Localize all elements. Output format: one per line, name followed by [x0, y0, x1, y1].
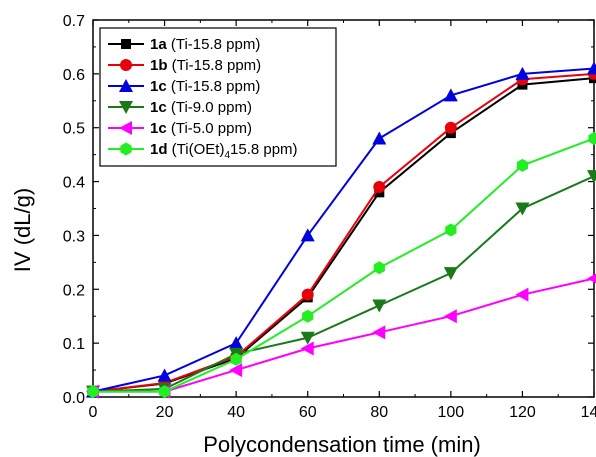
- data-point: [443, 88, 458, 102]
- data-point: [516, 158, 529, 172]
- x-tick-label: 140: [581, 404, 596, 421]
- data-point: [443, 309, 457, 324]
- data-point: [587, 61, 596, 75]
- legend-marker: [120, 142, 132, 156]
- data-point: [300, 331, 315, 345]
- legend-marker: [119, 79, 133, 92]
- series-line-6: [93, 137, 595, 393]
- legend-marker: [120, 59, 132, 71]
- series-line-2: [92, 72, 595, 393]
- x-tick-label: 120: [509, 404, 536, 421]
- y-tick-label: 0.1: [63, 336, 85, 353]
- data-point: [515, 202, 530, 216]
- data-point: [302, 309, 314, 323]
- data-point: [445, 223, 457, 237]
- x-tick-label: 100: [438, 404, 465, 421]
- data-point: [444, 121, 457, 134]
- legend-box: [99, 27, 337, 167]
- data-point: [87, 385, 99, 399]
- x-tick-label: 0: [89, 404, 98, 421]
- x-tick-label: 40: [227, 404, 245, 421]
- legend-label: 1a (Ti-15.8 ppm): [150, 36, 260, 53]
- legend-marker: [119, 121, 132, 135]
- legend-label: 1b (Ti-15.8 ppm): [150, 57, 261, 74]
- y-tick-label: 0.3: [63, 228, 85, 245]
- series-line-5: [93, 277, 595, 393]
- data-point: [300, 228, 315, 242]
- x-tick-label: 60: [299, 404, 317, 421]
- legend-label: 1c (Ti-9.0 ppm): [150, 99, 252, 116]
- data-point: [373, 261, 385, 275]
- legend-label: 1c (Ti-5.0 ppm): [150, 120, 252, 137]
- y-tick-label: 0.6: [63, 67, 85, 84]
- series-line-3: [92, 67, 595, 393]
- data-point: [373, 180, 386, 193]
- data-point: [587, 273, 596, 284]
- data-point: [158, 385, 171, 399]
- data-point: [372, 299, 387, 313]
- y-tick-label: 0.2: [63, 282, 85, 299]
- x-axis-title: Polycondensation time (min): [203, 432, 481, 457]
- legend-marker: [121, 39, 131, 49]
- series-line-4: [92, 175, 595, 393]
- data-point: [372, 325, 386, 340]
- data-point: [157, 368, 172, 382]
- data-point: [515, 66, 530, 80]
- y-tick-label: 0.4: [63, 175, 85, 192]
- data-point: [300, 341, 314, 356]
- data-point: [372, 131, 387, 145]
- data-point: [229, 363, 243, 378]
- y-tick-label: 0.5: [63, 121, 85, 138]
- data-point: [588, 131, 596, 145]
- legend-marker: [119, 101, 133, 114]
- legend-label: 1c (Ti-15.8 ppm): [150, 78, 260, 95]
- data-point: [515, 287, 529, 302]
- y-tick-label: 0.0: [63, 390, 85, 407]
- x-tick-label: 20: [156, 404, 174, 421]
- y-axis-title: IV (dL/g): [10, 188, 35, 272]
- data-point: [443, 267, 458, 281]
- y-tick-label: 0.7: [63, 13, 85, 30]
- x-tick-label: 80: [370, 404, 388, 421]
- data-point: [587, 170, 596, 184]
- legend-label: 1d (Ti(OEt)415.8 ppm): [150, 141, 298, 161]
- data-point: [301, 288, 314, 301]
- data-point: [230, 352, 242, 366]
- data-point: [229, 336, 244, 350]
